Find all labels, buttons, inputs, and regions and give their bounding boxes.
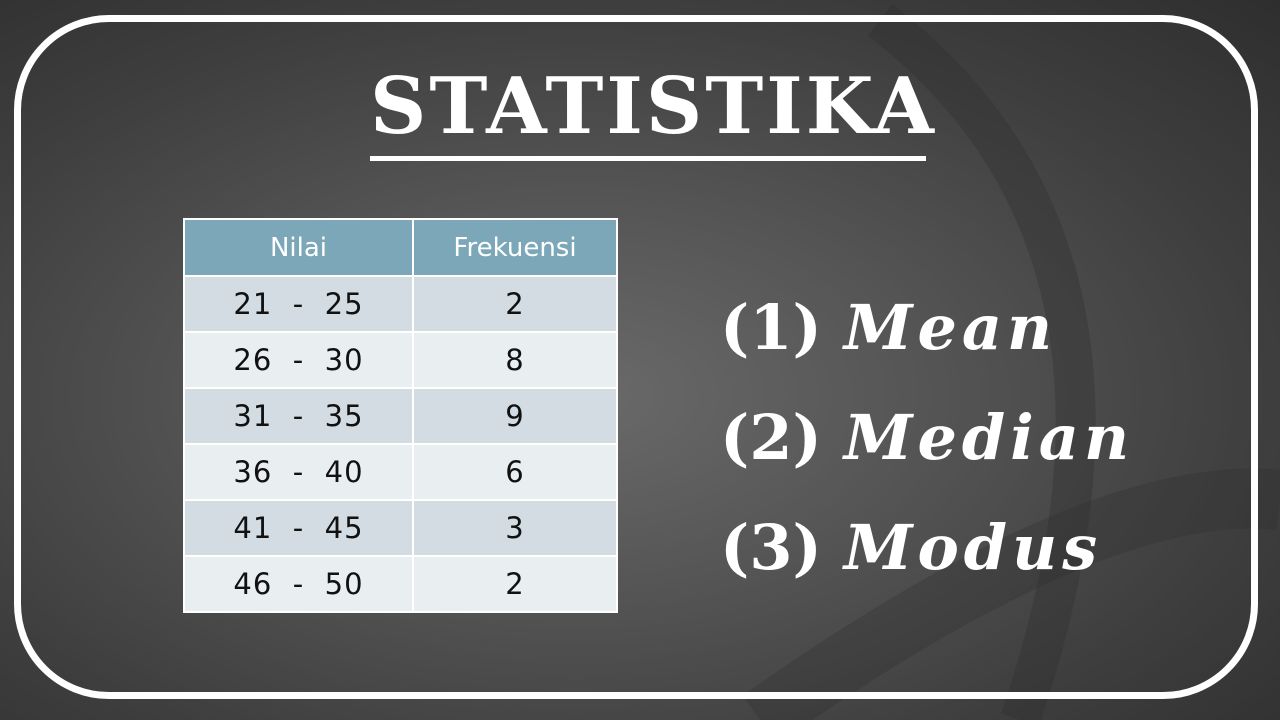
table-row: 21 - 25 2	[183, 275, 618, 333]
cell-nilai: 41 - 45	[183, 499, 414, 557]
measure-number: (3)	[720, 510, 822, 584]
cell-nilai: 46 - 50	[183, 555, 414, 613]
cell-frekuensi: 9	[412, 387, 618, 445]
slide-frame	[14, 15, 1258, 699]
table-row: 41 - 45 3	[183, 499, 618, 557]
measure-name: Modus	[843, 510, 1103, 584]
header-frekuensi: Frekuensi	[412, 218, 618, 277]
cell-frekuensi: 8	[412, 331, 618, 389]
list-item: (1) Mean	[720, 272, 1134, 382]
table-row: 36 - 40 6	[183, 443, 618, 501]
header-nilai: Nilai	[183, 218, 414, 277]
cell-frekuensi: 2	[412, 555, 618, 613]
measure-name: Median	[843, 400, 1135, 474]
list-item: (3) Modus	[720, 492, 1134, 602]
table-header-row: Nilai Frekuensi	[183, 218, 618, 277]
slide-title: STATISTIKA	[370, 61, 937, 152]
measure-number: (1)	[720, 290, 822, 364]
cell-frekuensi: 3	[412, 499, 618, 557]
table-row: 46 - 50 2	[183, 555, 618, 613]
measure-name: Mean	[843, 290, 1058, 364]
cell-nilai: 36 - 40	[183, 443, 414, 501]
measure-number: (2)	[720, 400, 822, 474]
measures-list: (1) Mean (2) Median (3) Modus	[720, 272, 1134, 602]
table-row: 26 - 30 8	[183, 331, 618, 389]
list-item: (2) Median	[720, 382, 1134, 492]
frequency-table: Nilai Frekuensi 21 - 25 2 26 - 30 8 31 -…	[183, 218, 618, 613]
cell-frekuensi: 6	[412, 443, 618, 501]
cell-frekuensi: 2	[412, 275, 618, 333]
cell-nilai: 26 - 30	[183, 331, 414, 389]
table-row: 31 - 35 9	[183, 387, 618, 445]
cell-nilai: 21 - 25	[183, 275, 414, 333]
title-underline	[370, 156, 926, 161]
cell-nilai: 31 - 35	[183, 387, 414, 445]
